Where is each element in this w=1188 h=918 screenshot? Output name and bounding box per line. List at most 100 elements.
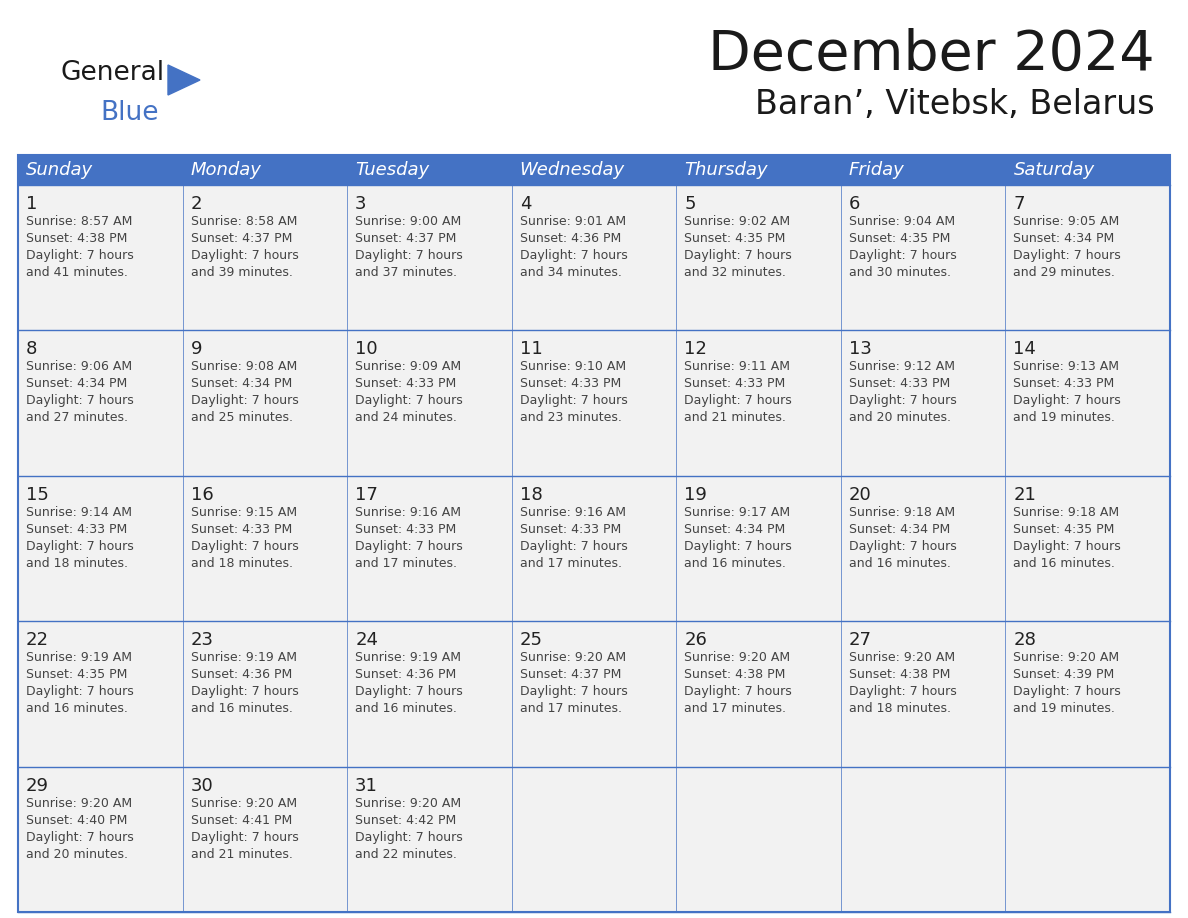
Text: Daylight: 7 hours: Daylight: 7 hours bbox=[26, 540, 134, 553]
Text: 19: 19 bbox=[684, 486, 707, 504]
Text: Sunrise: 9:20 AM: Sunrise: 9:20 AM bbox=[684, 651, 790, 665]
Text: 26: 26 bbox=[684, 632, 707, 649]
Text: Friday: Friday bbox=[849, 161, 904, 179]
Text: Sunrise: 9:20 AM: Sunrise: 9:20 AM bbox=[26, 797, 132, 810]
Text: 31: 31 bbox=[355, 777, 378, 795]
Bar bbox=[841, 476, 1005, 621]
Text: Sunrise: 9:20 AM: Sunrise: 9:20 AM bbox=[519, 651, 626, 665]
Text: Blue: Blue bbox=[100, 100, 158, 126]
Text: Sunset: 4:33 PM: Sunset: 4:33 PM bbox=[190, 522, 292, 536]
Text: and 17 minutes.: and 17 minutes. bbox=[684, 702, 786, 715]
Bar bbox=[676, 767, 841, 912]
Text: and 27 minutes.: and 27 minutes. bbox=[26, 411, 128, 424]
Bar bbox=[512, 330, 676, 476]
Text: Sunset: 4:37 PM: Sunset: 4:37 PM bbox=[355, 232, 456, 245]
Text: Daylight: 7 hours: Daylight: 7 hours bbox=[190, 249, 298, 262]
Bar bbox=[1005, 767, 1170, 912]
Bar bbox=[18, 155, 1170, 185]
Text: Sunrise: 9:08 AM: Sunrise: 9:08 AM bbox=[190, 361, 297, 374]
Bar bbox=[347, 330, 512, 476]
Text: Sunrise: 8:58 AM: Sunrise: 8:58 AM bbox=[190, 215, 297, 228]
Text: and 21 minutes.: and 21 minutes. bbox=[684, 411, 786, 424]
Text: Daylight: 7 hours: Daylight: 7 hours bbox=[684, 685, 792, 699]
Text: Sunrise: 9:00 AM: Sunrise: 9:00 AM bbox=[355, 215, 461, 228]
Text: Sunset: 4:40 PM: Sunset: 4:40 PM bbox=[26, 813, 127, 826]
Bar bbox=[512, 476, 676, 621]
Text: Daylight: 7 hours: Daylight: 7 hours bbox=[849, 685, 956, 699]
Text: and 16 minutes.: and 16 minutes. bbox=[849, 557, 950, 570]
Text: Daylight: 7 hours: Daylight: 7 hours bbox=[190, 395, 298, 408]
Text: Saturday: Saturday bbox=[1013, 161, 1094, 179]
Bar bbox=[676, 330, 841, 476]
Bar bbox=[841, 767, 1005, 912]
Text: Sunset: 4:34 PM: Sunset: 4:34 PM bbox=[1013, 232, 1114, 245]
Text: Daylight: 7 hours: Daylight: 7 hours bbox=[684, 249, 792, 262]
Text: 23: 23 bbox=[190, 632, 214, 649]
Text: 12: 12 bbox=[684, 341, 707, 358]
Text: 29: 29 bbox=[26, 777, 49, 795]
Bar bbox=[18, 185, 183, 330]
Text: 24: 24 bbox=[355, 632, 378, 649]
Text: 9: 9 bbox=[190, 341, 202, 358]
Text: Sunset: 4:38 PM: Sunset: 4:38 PM bbox=[849, 668, 950, 681]
Text: Sunset: 4:36 PM: Sunset: 4:36 PM bbox=[190, 668, 292, 681]
Bar bbox=[347, 185, 512, 330]
Text: and 22 minutes.: and 22 minutes. bbox=[355, 847, 457, 860]
Text: 25: 25 bbox=[519, 632, 543, 649]
Text: Sunrise: 9:12 AM: Sunrise: 9:12 AM bbox=[849, 361, 955, 374]
Text: and 19 minutes.: and 19 minutes. bbox=[1013, 702, 1116, 715]
Text: 1: 1 bbox=[26, 195, 37, 213]
Text: and 17 minutes.: and 17 minutes. bbox=[519, 702, 621, 715]
Text: Sunrise: 9:18 AM: Sunrise: 9:18 AM bbox=[1013, 506, 1119, 519]
Bar bbox=[512, 767, 676, 912]
Text: Daylight: 7 hours: Daylight: 7 hours bbox=[519, 249, 627, 262]
Text: Daylight: 7 hours: Daylight: 7 hours bbox=[519, 395, 627, 408]
Text: Daylight: 7 hours: Daylight: 7 hours bbox=[26, 685, 134, 699]
Text: Sunset: 4:33 PM: Sunset: 4:33 PM bbox=[519, 522, 621, 536]
Text: Tuesday: Tuesday bbox=[355, 161, 429, 179]
Bar bbox=[18, 155, 1170, 912]
Text: 3: 3 bbox=[355, 195, 367, 213]
Text: Sunrise: 9:15 AM: Sunrise: 9:15 AM bbox=[190, 506, 297, 519]
Text: Sunrise: 9:20 AM: Sunrise: 9:20 AM bbox=[355, 797, 461, 810]
Bar bbox=[1005, 476, 1170, 621]
Bar bbox=[18, 476, 183, 621]
Bar bbox=[347, 621, 512, 767]
Text: and 17 minutes.: and 17 minutes. bbox=[355, 557, 457, 570]
Text: and 29 minutes.: and 29 minutes. bbox=[1013, 266, 1116, 279]
Bar bbox=[183, 621, 347, 767]
Bar bbox=[347, 476, 512, 621]
Text: Daylight: 7 hours: Daylight: 7 hours bbox=[355, 249, 463, 262]
Text: Daylight: 7 hours: Daylight: 7 hours bbox=[849, 395, 956, 408]
Text: and 23 minutes.: and 23 minutes. bbox=[519, 411, 621, 424]
Text: and 16 minutes.: and 16 minutes. bbox=[684, 557, 786, 570]
Text: and 20 minutes.: and 20 minutes. bbox=[26, 847, 128, 860]
Text: Sunset: 4:36 PM: Sunset: 4:36 PM bbox=[355, 668, 456, 681]
Text: Daylight: 7 hours: Daylight: 7 hours bbox=[190, 831, 298, 844]
Bar bbox=[676, 185, 841, 330]
Text: Sunrise: 9:16 AM: Sunrise: 9:16 AM bbox=[355, 506, 461, 519]
Text: 21: 21 bbox=[1013, 486, 1036, 504]
Text: 8: 8 bbox=[26, 341, 37, 358]
Text: Sunset: 4:33 PM: Sunset: 4:33 PM bbox=[26, 522, 127, 536]
Text: Daylight: 7 hours: Daylight: 7 hours bbox=[190, 540, 298, 553]
Text: and 16 minutes.: and 16 minutes. bbox=[190, 702, 292, 715]
Text: Sunrise: 9:05 AM: Sunrise: 9:05 AM bbox=[1013, 215, 1119, 228]
Text: Sunrise: 9:20 AM: Sunrise: 9:20 AM bbox=[190, 797, 297, 810]
Text: General: General bbox=[61, 60, 164, 86]
Text: Sunrise: 9:06 AM: Sunrise: 9:06 AM bbox=[26, 361, 132, 374]
Text: Sunset: 4:35 PM: Sunset: 4:35 PM bbox=[684, 232, 785, 245]
Text: Sunrise: 9:20 AM: Sunrise: 9:20 AM bbox=[1013, 651, 1119, 665]
Bar bbox=[18, 767, 183, 912]
Text: and 37 minutes.: and 37 minutes. bbox=[355, 266, 457, 279]
Text: 5: 5 bbox=[684, 195, 696, 213]
Text: Daylight: 7 hours: Daylight: 7 hours bbox=[849, 540, 956, 553]
Text: 22: 22 bbox=[26, 632, 49, 649]
Text: Sunset: 4:42 PM: Sunset: 4:42 PM bbox=[355, 813, 456, 826]
Text: Daylight: 7 hours: Daylight: 7 hours bbox=[684, 395, 792, 408]
Text: Sunrise: 9:02 AM: Sunrise: 9:02 AM bbox=[684, 215, 790, 228]
Text: 13: 13 bbox=[849, 341, 872, 358]
Text: 17: 17 bbox=[355, 486, 378, 504]
Text: Sunset: 4:34 PM: Sunset: 4:34 PM bbox=[849, 522, 950, 536]
Text: and 21 minutes.: and 21 minutes. bbox=[190, 847, 292, 860]
